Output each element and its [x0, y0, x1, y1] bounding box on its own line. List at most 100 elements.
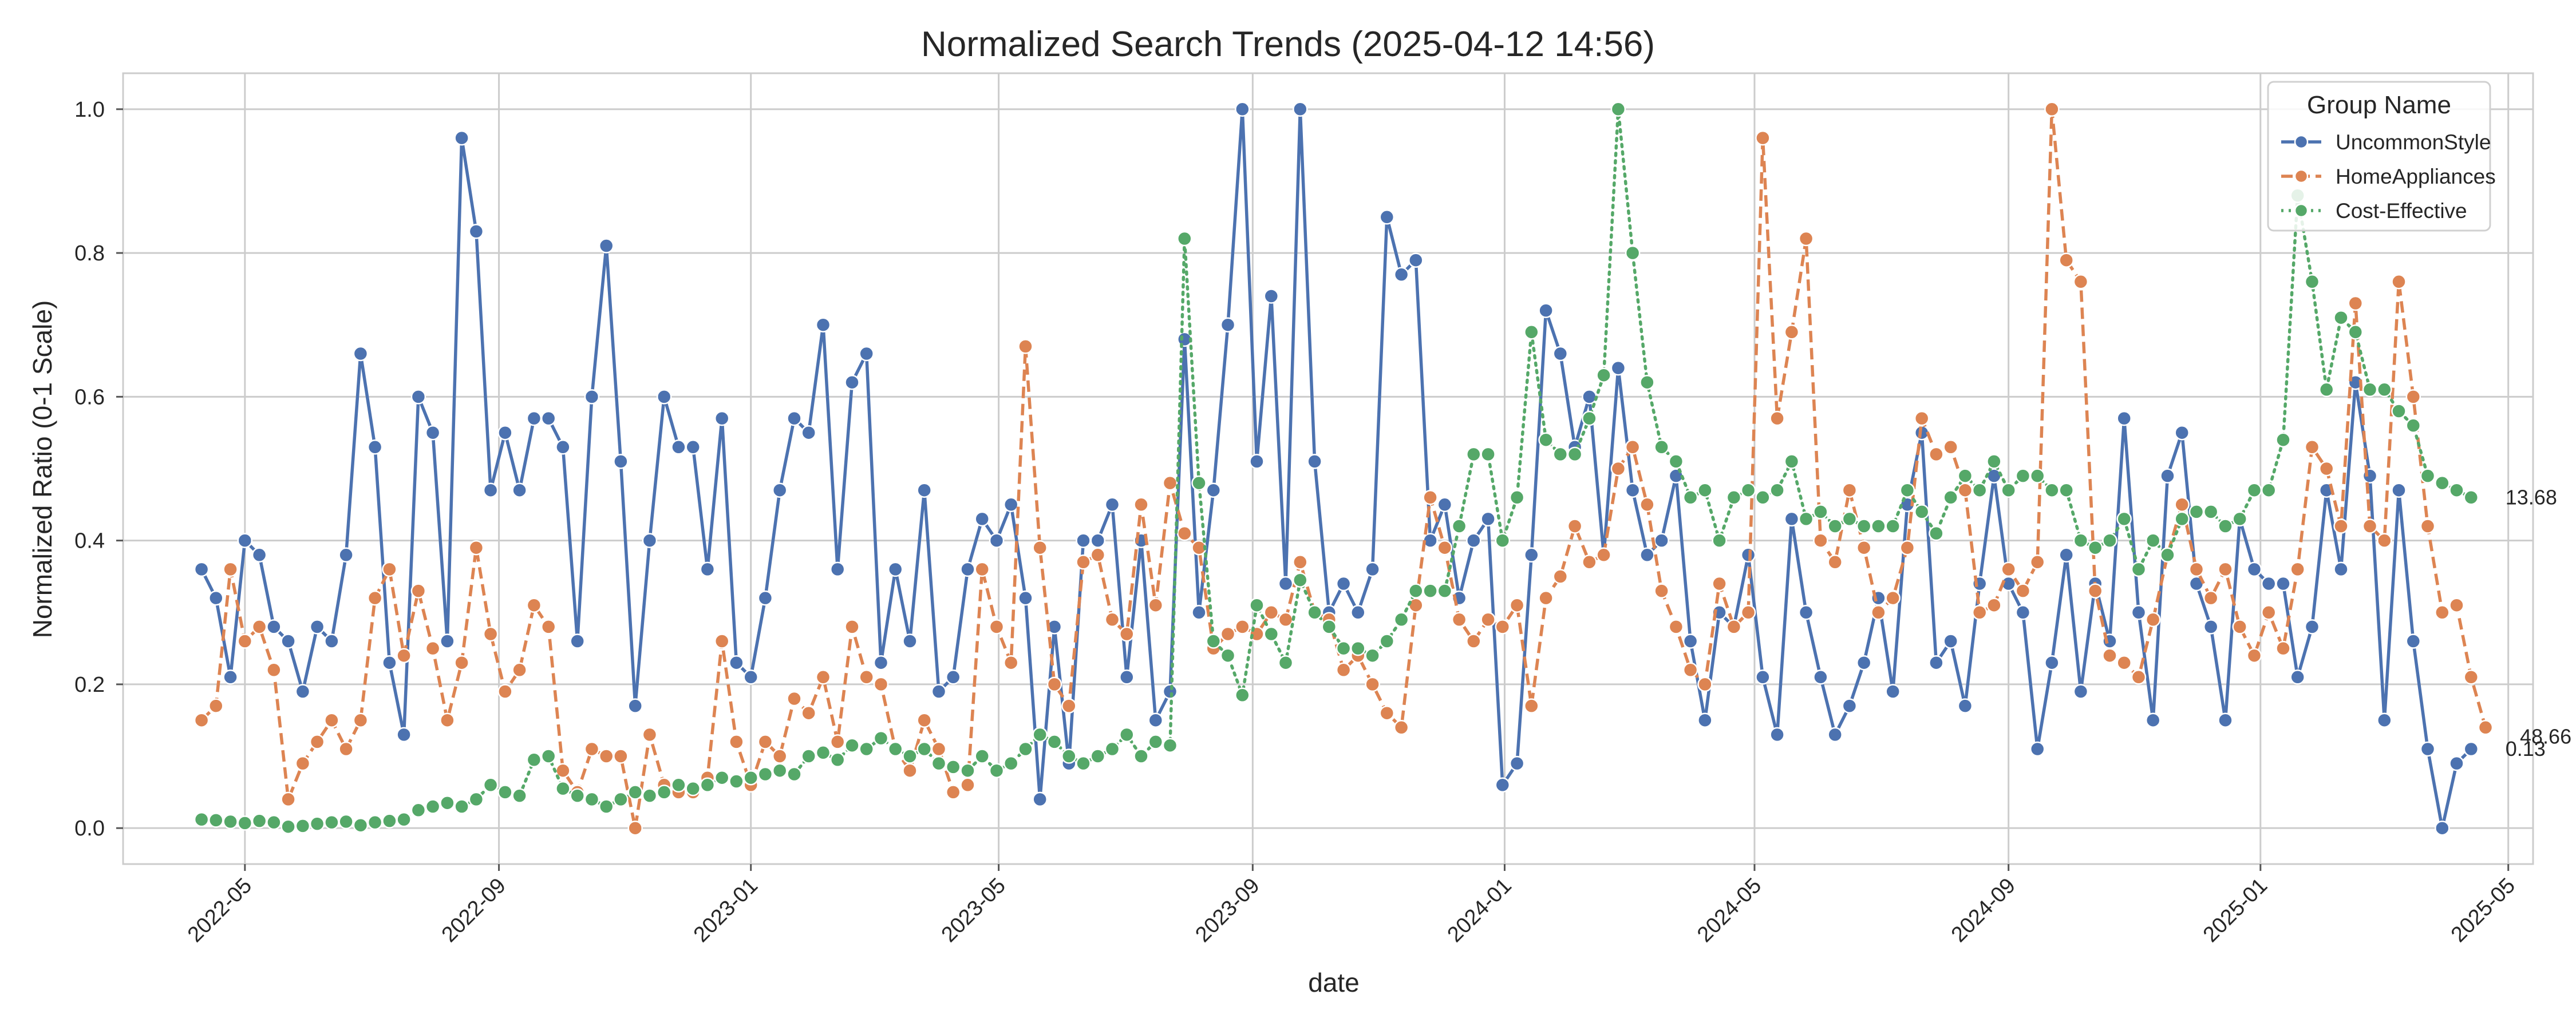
data-point [295, 755, 311, 771]
data-point [2246, 482, 2262, 498]
data-point [410, 583, 426, 599]
data-point [2232, 619, 2247, 635]
data-point [2435, 605, 2450, 620]
data-point [1321, 619, 1337, 635]
data-point [540, 748, 556, 764]
data-point [1596, 547, 1611, 563]
data-point [1538, 432, 1554, 447]
data-point [2275, 576, 2291, 592]
data-point [1003, 497, 1019, 513]
data-point [2391, 403, 2407, 419]
data-point [931, 755, 947, 771]
data-point [1784, 511, 1800, 527]
data-point [2232, 511, 2247, 527]
data-point [2218, 518, 2233, 534]
data-point [2463, 741, 2479, 757]
y-tick-label: 0.6 [74, 385, 105, 409]
data-point [353, 817, 369, 833]
data-point [2203, 619, 2219, 635]
data-point [1682, 633, 1698, 649]
data-point [1393, 267, 1409, 283]
legend: Group Name UncommonStyle HomeAppliances Co… [2267, 81, 2496, 232]
data-point [1278, 612, 1294, 628]
data-point [2044, 655, 2060, 671]
data-point [844, 738, 860, 753]
data-point [2435, 820, 2450, 836]
data-point [2304, 619, 2320, 635]
data-point [324, 814, 339, 830]
data-point [526, 752, 542, 768]
data-point [613, 748, 629, 764]
data-point [309, 619, 325, 635]
data-point [1639, 497, 1655, 513]
data-point [729, 774, 744, 789]
data-point [2073, 684, 2089, 699]
data-point [1798, 511, 1814, 527]
data-point [425, 640, 441, 656]
data-point [2463, 490, 2479, 505]
data-point [887, 741, 903, 757]
data-point [1350, 605, 1366, 620]
data-point [1856, 655, 1872, 671]
data-point [1032, 727, 1048, 743]
data-point [1148, 734, 1164, 750]
data-point [887, 561, 903, 577]
legend-entry: Cost-Effective [2281, 199, 2467, 223]
data-point [1842, 511, 1858, 527]
data-point [829, 734, 846, 750]
data-point [873, 655, 889, 671]
data-point [1336, 576, 1352, 592]
data-point [757, 590, 773, 606]
data-point [223, 561, 238, 577]
data-point [2275, 640, 2291, 656]
data-point [295, 818, 311, 834]
data-point [714, 410, 730, 426]
data-point [2218, 561, 2233, 577]
data-point [584, 741, 600, 757]
data-point [1625, 439, 1641, 455]
data-point [613, 791, 629, 807]
data-point [1682, 490, 1698, 505]
data-point [1076, 533, 1091, 548]
data-point [2304, 274, 2320, 290]
data-point [1827, 554, 1843, 570]
data-point [483, 482, 499, 498]
data-point [1480, 612, 1496, 628]
data-point [324, 633, 339, 649]
data-point [945, 785, 961, 800]
data-point [1726, 619, 1742, 635]
data-point [989, 619, 1005, 635]
data-point [193, 811, 210, 827]
data-point [1495, 777, 1511, 793]
data-point [237, 533, 253, 548]
data-point [1408, 597, 1424, 613]
data-point [2059, 482, 2074, 498]
data-point [1582, 554, 1597, 570]
data-point [1639, 547, 1655, 563]
data-point [2102, 533, 2117, 548]
data-point [1654, 583, 1669, 599]
data-point [540, 619, 556, 635]
data-point [1379, 209, 1395, 225]
data-point [1119, 626, 1135, 642]
data-point [1813, 504, 1828, 520]
data-point [425, 799, 441, 814]
data-point [1307, 605, 1322, 620]
data-point [2001, 482, 2016, 498]
data-point [2001, 561, 2016, 577]
data-point [1697, 676, 1713, 692]
data-point [1003, 655, 1019, 671]
data-point [787, 766, 802, 782]
legend-title: Group Name [2307, 91, 2451, 119]
data-point [1263, 626, 1279, 642]
data-point [642, 533, 658, 548]
data-point [1740, 605, 1756, 620]
data-point [1220, 648, 1236, 663]
data-point [1191, 475, 1207, 491]
data-point [1712, 576, 1727, 592]
data-point [1495, 619, 1511, 635]
data-point [1697, 712, 1713, 728]
data-point [1856, 518, 1872, 534]
data-point [1018, 590, 1033, 606]
